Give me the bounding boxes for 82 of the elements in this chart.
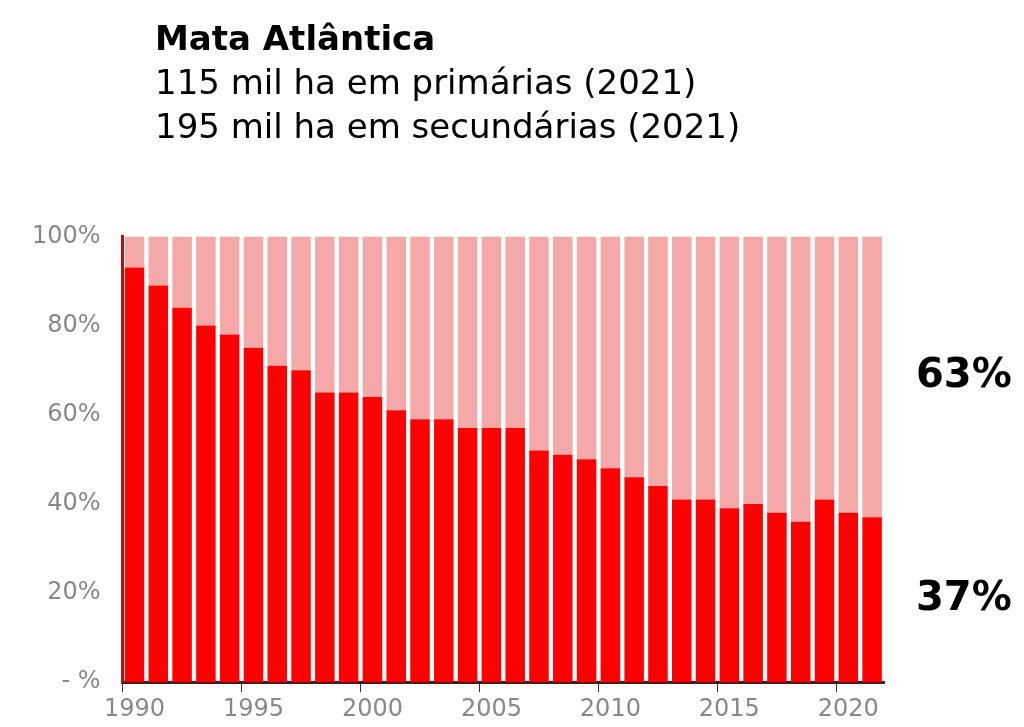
bar (600, 236, 621, 469)
bar (219, 334, 240, 683)
bar (219, 236, 240, 335)
bar (172, 236, 192, 308)
x-tick-label: 2015 (698, 693, 760, 722)
x-tick-label: 2005 (460, 693, 522, 722)
bar (338, 236, 359, 393)
bar (315, 236, 335, 393)
bar (553, 236, 573, 455)
text: 195 mil ha em secundárias (2021) (155, 106, 741, 146)
bar (529, 236, 549, 451)
y-tick-label: - % (61, 666, 101, 695)
bar (695, 499, 716, 683)
y-tick-label: 80% (47, 309, 101, 338)
bar (434, 236, 454, 420)
y-tick-label: 40% (47, 488, 101, 517)
bar (267, 236, 288, 366)
bar (743, 503, 763, 683)
bar (862, 236, 882, 518)
bar (695, 236, 716, 500)
bar (267, 365, 288, 683)
bar (386, 236, 406, 411)
bar (505, 428, 525, 683)
bar (481, 236, 502, 429)
bar (838, 512, 859, 683)
bar (124, 236, 145, 268)
bar (291, 370, 311, 683)
bar (148, 236, 169, 286)
bar (362, 396, 383, 683)
x-tick-label: 1995 (222, 693, 285, 722)
bar (362, 236, 383, 397)
bar (767, 512, 787, 683)
bar (481, 428, 502, 683)
bar (124, 267, 145, 683)
bar (814, 499, 835, 683)
y-tick-label: 20% (47, 577, 101, 606)
text: 115 mil ha em primárias (2021) (155, 62, 697, 102)
bar (410, 419, 430, 683)
bar (624, 477, 644, 683)
bar (624, 236, 644, 478)
bar (243, 347, 264, 683)
bar (291, 236, 311, 371)
bar (790, 236, 811, 522)
bar (743, 236, 763, 504)
bar (529, 450, 549, 683)
bar (410, 236, 430, 420)
bar (457, 236, 478, 429)
bar (553, 454, 573, 683)
bar (457, 428, 478, 683)
bar (434, 419, 454, 683)
x-tick-label: 2010 (579, 693, 641, 722)
bar (838, 236, 859, 513)
text: 63% (916, 350, 1012, 397)
bar (648, 486, 668, 683)
text: 37% (916, 573, 1012, 620)
x-tick-label: 2000 (341, 693, 403, 722)
bar (338, 392, 359, 683)
bar (790, 521, 811, 683)
bar (767, 236, 787, 513)
bar (505, 236, 525, 429)
bar (862, 517, 882, 683)
chart-title: Mata Atlântica (155, 17, 437, 60)
bar (719, 508, 740, 683)
x-tick-label: 2020 (817, 693, 879, 722)
bar (576, 459, 597, 683)
y-tick-label: 60% (47, 398, 101, 427)
bar (196, 236, 216, 326)
bar (315, 392, 335, 683)
bar (719, 236, 740, 509)
bar (172, 307, 192, 683)
bar (600, 468, 621, 683)
bar (243, 236, 264, 348)
y-tick-label: 100% (31, 220, 101, 249)
bar (386, 410, 406, 683)
x-tick-label: 1990 (103, 693, 166, 722)
bar (672, 499, 692, 683)
bar (814, 236, 835, 500)
bar (148, 285, 169, 683)
bar (196, 325, 216, 683)
bar (576, 236, 597, 460)
bar (648, 236, 668, 487)
bar (672, 236, 692, 500)
